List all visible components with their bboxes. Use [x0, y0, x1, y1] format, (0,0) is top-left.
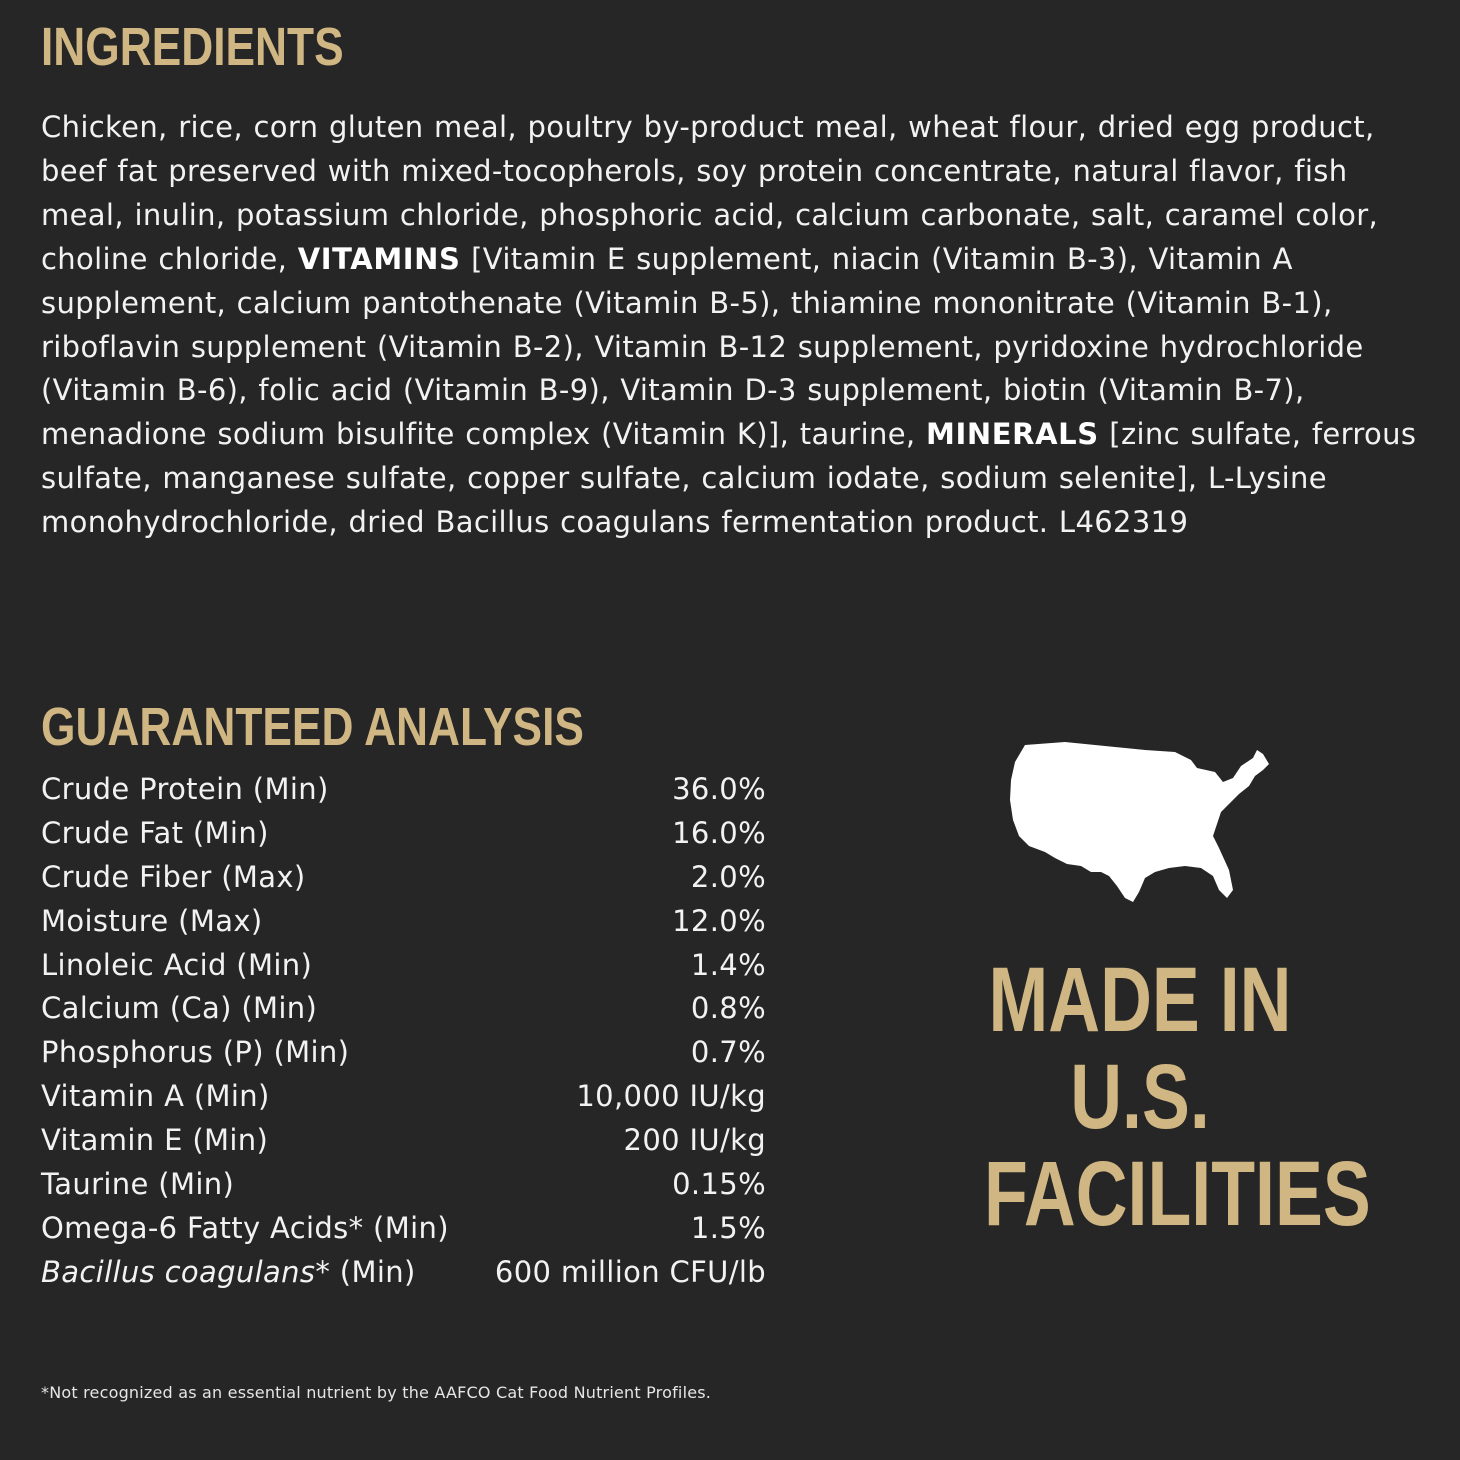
table-row: Omega-6 Fatty Acids* (Min) 1.5%: [41, 1207, 766, 1251]
table-row: Crude Fat (Min) 16.0%: [41, 812, 766, 856]
nutrient-value: 0.7%: [690, 1035, 766, 1070]
table-row: Calcium (Ca) (Min) 0.8%: [41, 987, 766, 1031]
nutrient-label: Vitamin E (Min): [41, 1123, 269, 1158]
nutrient-label-rest: * (Min): [315, 1254, 416, 1289]
nutrient-value: 0.8%: [690, 991, 766, 1026]
nutrient-value: 10,000 IU/kg: [576, 1079, 766, 1114]
nutrient-value: 36.0%: [672, 772, 766, 806]
nutrient-value: 600 million CFU/lb: [494, 1254, 766, 1289]
guaranteed-analysis-table: Crude Protein (Min) 36.0% Crude Fat (Min)…: [41, 768, 766, 1295]
ingredients-title: INGREDIENTS: [41, 17, 344, 77]
table-row: Linoleic Acid (Min) 1.4%: [41, 944, 766, 988]
table-row: Vitamin E (Min) 200 IU/kg: [41, 1119, 766, 1163]
nutrient-value: 200 IU/kg: [623, 1123, 766, 1158]
usa-map-icon: [1010, 742, 1269, 902]
footnote: *Not recognized as an essential nutrient…: [41, 1383, 712, 1402]
table-row: Vitamin A (Min) 10,000 IU/kg: [41, 1075, 766, 1119]
nutrient-label: Phosphorus (P) (Min): [41, 1035, 350, 1070]
nutrient-label: Taurine (Min): [41, 1167, 235, 1202]
badge-line-1: MADE IN: [988, 949, 1292, 1051]
made-in-usa-badge: MADE IN U.S. FACILITIES: [940, 949, 1371, 1245]
nutrient-label: Moisture (Max): [41, 903, 263, 938]
nutrient-label: Crude Protein (Min): [41, 772, 329, 806]
nutrient-label: Crude Fat (Min): [41, 815, 269, 850]
table-row: Taurine (Min) 0.15%: [41, 1163, 766, 1207]
nutrient-label: Bacillus coagulans* (Min): [41, 1251, 416, 1295]
ingredients-text-part2: [Vitamin E supplement, niacin (Vitamin B…: [41, 241, 1364, 452]
table-row: Crude Fiber (Max) 2.0%: [41, 856, 766, 900]
table-row: Phosphorus (P) (Min) 0.7%: [41, 1031, 766, 1075]
ingredients-text-part3: [zinc sulfate, ferrous sulfate, manganes…: [41, 417, 1417, 540]
nutrient-value: 16.0%: [672, 815, 766, 850]
nutrient-value: 12.0%: [672, 903, 766, 938]
nutrient-label: Vitamin A (Min): [41, 1079, 270, 1114]
nutrient-label: Calcium (Ca) (Min): [41, 991, 318, 1026]
nutrient-value: 0.15%: [672, 1167, 766, 1202]
nutrient-value: 1.4%: [690, 947, 766, 982]
ingredients-text-part1: Chicken, rice, corn gluten meal, poultry…: [41, 110, 1379, 276]
nutrient-label-italic: Bacillus coagulans: [41, 1254, 316, 1289]
table-row: Bacillus coagulans* (Min) 600 million CFU…: [41, 1251, 766, 1295]
nutrient-label: Linoleic Acid (Min): [41, 947, 313, 982]
table-row: Crude Protein (Min) 36.0%: [41, 768, 766, 812]
vitamins-label: VITAMINS: [297, 241, 461, 276]
minerals-label: MINERALS: [926, 417, 1099, 452]
guaranteed-analysis-title: GUARANTEED ANALYSIS: [41, 697, 584, 757]
nutrient-label: Crude Fiber (Max): [41, 859, 306, 894]
nutrient-value: 1.5%: [690, 1210, 766, 1245]
ingredients-list: Chicken, rice, corn gluten meal, poultry…: [41, 106, 1436, 545]
table-row: Moisture (Max) 12.0%: [41, 900, 766, 944]
badge-line-2: U.S.: [1070, 1046, 1210, 1148]
badge-line-3: FACILITIES: [984, 1143, 1371, 1245]
nutrient-label: Omega-6 Fatty Acids* (Min): [41, 1210, 449, 1245]
nutrient-value: 2.0%: [690, 859, 766, 894]
